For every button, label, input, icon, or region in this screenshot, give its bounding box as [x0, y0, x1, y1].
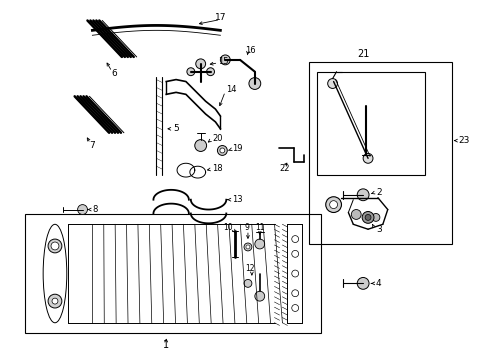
Circle shape — [245, 245, 249, 249]
Bar — [308, 62, 451, 244]
Text: 2: 2 — [375, 188, 381, 197]
Circle shape — [52, 298, 58, 304]
Text: 21: 21 — [356, 49, 368, 59]
Text: 12: 12 — [244, 264, 254, 273]
Circle shape — [195, 59, 205, 69]
Circle shape — [350, 210, 361, 219]
Circle shape — [78, 204, 87, 215]
Circle shape — [248, 78, 260, 89]
Text: 9: 9 — [244, 223, 249, 232]
Text: 4: 4 — [375, 279, 381, 288]
Circle shape — [194, 140, 206, 152]
Circle shape — [48, 239, 62, 253]
Circle shape — [51, 242, 59, 250]
Text: 18: 18 — [212, 164, 223, 173]
Text: 16: 16 — [244, 45, 255, 54]
Ellipse shape — [43, 224, 67, 323]
Bar — [25, 215, 320, 333]
Circle shape — [362, 212, 373, 223]
Text: 14: 14 — [226, 85, 236, 94]
Text: 3: 3 — [375, 225, 381, 234]
Text: 20: 20 — [212, 134, 223, 143]
Text: 22: 22 — [279, 164, 289, 173]
Text: 11: 11 — [254, 223, 264, 232]
Text: 23: 23 — [458, 136, 469, 145]
Circle shape — [244, 243, 251, 251]
Text: 15: 15 — [218, 57, 228, 66]
Text: 7: 7 — [89, 141, 95, 150]
Circle shape — [217, 145, 227, 156]
Circle shape — [220, 55, 230, 65]
Circle shape — [254, 239, 264, 249]
Bar — [316, 72, 424, 175]
Circle shape — [327, 78, 337, 89]
Text: 13: 13 — [232, 195, 243, 204]
Text: 1: 1 — [163, 341, 169, 350]
Circle shape — [48, 294, 62, 308]
Text: 10: 10 — [223, 223, 233, 232]
Circle shape — [220, 148, 224, 153]
Text: 17: 17 — [214, 13, 225, 22]
Circle shape — [363, 153, 372, 163]
Circle shape — [254, 291, 264, 301]
Circle shape — [365, 215, 370, 220]
Circle shape — [244, 279, 251, 287]
Circle shape — [357, 278, 368, 289]
Circle shape — [206, 68, 214, 76]
Circle shape — [357, 189, 368, 201]
Text: 8: 8 — [92, 205, 98, 214]
Circle shape — [186, 68, 194, 76]
Text: 19: 19 — [232, 144, 242, 153]
Circle shape — [325, 197, 341, 212]
Circle shape — [371, 213, 379, 221]
Text: 5: 5 — [173, 124, 179, 133]
Circle shape — [329, 201, 337, 208]
Text: 6: 6 — [111, 69, 117, 78]
